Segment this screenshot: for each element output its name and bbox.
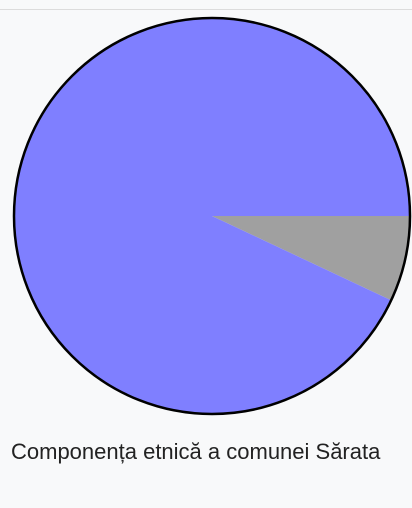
pie-chart	[0, 0, 412, 420]
pie-slice-1	[14, 18, 410, 414]
figure-caption: Componența etnică a comunei Sărata	[11, 436, 406, 468]
